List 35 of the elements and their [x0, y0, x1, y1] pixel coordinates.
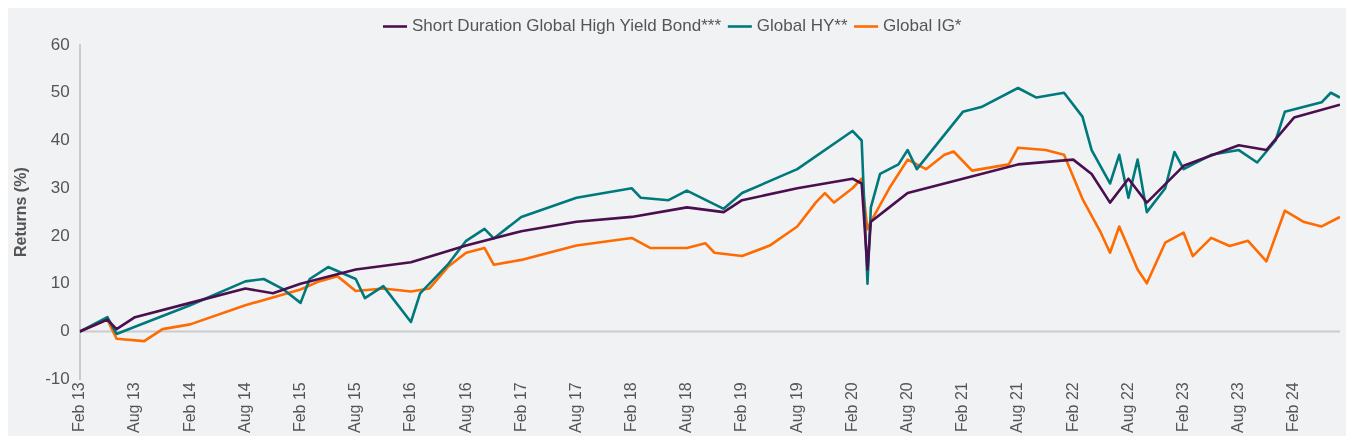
x-tick-label: Feb 20	[842, 382, 860, 433]
x-tick-label: Feb 16	[401, 382, 419, 433]
x-tick-label: Aug 23	[1229, 382, 1247, 434]
y-tick-label: 60	[50, 34, 70, 54]
x-tick-label: Aug 19	[787, 382, 805, 434]
x-tick-label: Feb 21	[953, 382, 971, 433]
x-tick-label: Feb 14	[180, 382, 198, 433]
x-tick-label: Aug 17	[566, 382, 584, 434]
x-tick-label: Feb 23	[1174, 382, 1192, 433]
y-tick-label: 40	[50, 130, 70, 150]
x-tick-label: Aug 15	[346, 382, 364, 434]
x-tick-label: Feb 22	[1063, 382, 1081, 433]
x-tick-label: Feb 15	[290, 382, 308, 433]
x-tick-label: Aug 21	[1008, 382, 1026, 434]
x-tick-label: Aug 16	[456, 382, 474, 434]
y-tick-label: 50	[50, 82, 70, 102]
x-tick-label: Feb 19	[732, 382, 750, 433]
x-tick-label: Aug 22	[1118, 382, 1136, 434]
y-tick-label: 10	[50, 273, 70, 293]
x-tick-label: Feb 24	[1284, 382, 1302, 433]
y-tick-label: 30	[50, 177, 70, 197]
x-tick-label: Aug 14	[235, 382, 253, 434]
x-tick-label: Aug 20	[898, 382, 916, 434]
legend-label: Global IG*	[883, 16, 962, 36]
x-tick-label: Feb 18	[622, 382, 640, 433]
x-tick-label: Aug 18	[677, 382, 695, 434]
y-tick-label: 0	[60, 321, 70, 341]
y-tick-label: -10	[45, 368, 70, 388]
y-axis-title: Returns (%)	[12, 167, 30, 258]
legend-label: Global HY**	[756, 16, 848, 36]
x-tick-label: Aug 13	[125, 382, 143, 434]
legend-label: Short Duration Global High Yield Bond***	[412, 16, 722, 36]
y-tick-label: 20	[50, 225, 70, 245]
x-tick-label: Feb 13	[70, 382, 88, 433]
x-tick-label: Feb 17	[511, 382, 529, 433]
